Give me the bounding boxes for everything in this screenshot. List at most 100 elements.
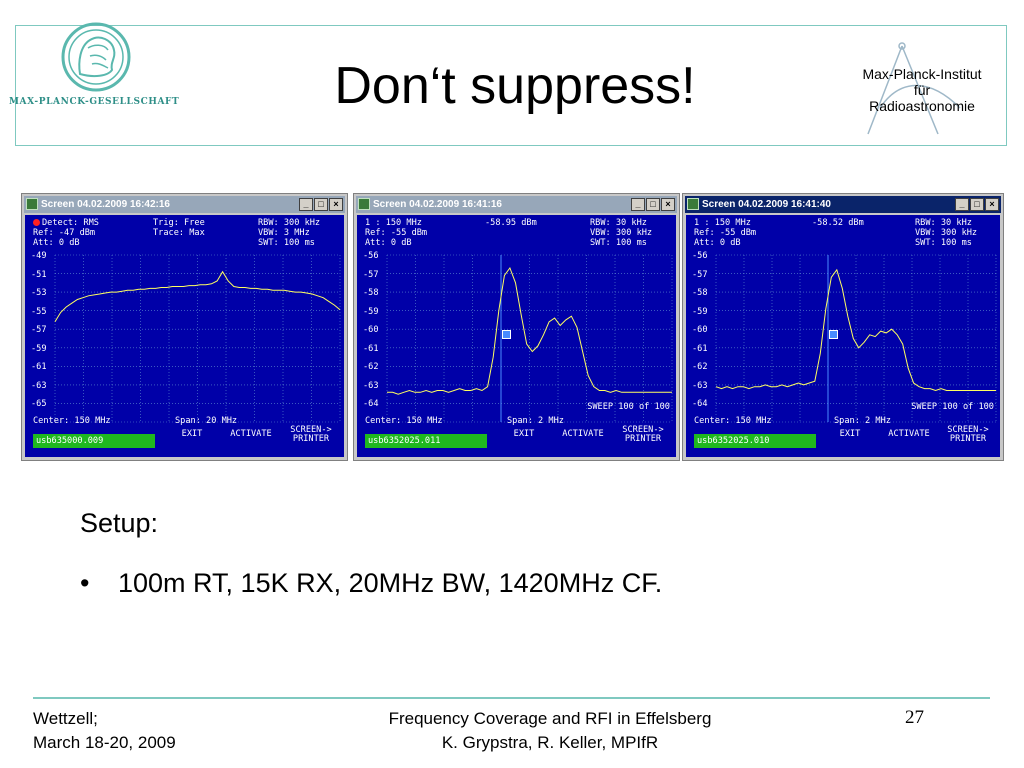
spectrum-trace	[54, 270, 341, 323]
readout-r2-c0: Att: 0 dB	[33, 238, 80, 248]
filename-field[interactable]: usb6352025.011	[365, 434, 487, 448]
footer-authors: K. Grypstra, R. Keller, MPIfR	[441, 733, 659, 752]
readout-text: -58.95 dBm	[485, 218, 537, 228]
filename-field[interactable]: usb6352025.010	[694, 434, 816, 448]
spectrum-display: 1 : 150 MHz -58.52 dBm RBW: 30 kHz Ref: -55…	[686, 215, 1000, 457]
readout-text: 1 : 150 MHz	[694, 218, 751, 228]
mpifr-line-3: Radioastronomie	[869, 98, 975, 114]
readout-r2-c2: SWT: 100 ms	[915, 238, 972, 248]
readout-text: RBW: 30 kHz	[590, 218, 647, 228]
footer-location-line-1: Wettzell;	[33, 709, 98, 728]
app-icon	[26, 198, 38, 210]
readout-text: 1 : 150 MHz	[365, 218, 422, 228]
readout-r1-c1: Trace: Max	[153, 228, 205, 238]
spectrum-plot	[715, 254, 997, 423]
header-box	[15, 25, 1007, 146]
y-tick-label: -63	[692, 380, 708, 391]
analyzer-screen-3: Screen 04.02.2009 16:41:40 _ □ × 1 : 150 MHz…	[682, 193, 1004, 461]
readout-r0-c2: RBW: 30 kHz	[915, 218, 972, 228]
y-tick-label: -59	[31, 343, 47, 354]
mpifr-line-2: für	[913, 82, 931, 98]
exit-button[interactable]: EXIT	[181, 429, 203, 439]
readout-text: Ref: -55 dBm	[365, 228, 428, 238]
readout-r2-c2: SWT: 100 ms	[590, 238, 647, 248]
spectrum-plot	[54, 254, 341, 423]
slide-title: Don‘t suppress!	[334, 57, 696, 115]
y-tick-label: -59	[692, 306, 708, 317]
footer-divider	[33, 697, 990, 699]
window-titlebar[interactable]: Screen 04.02.2009 16:41:16 _ □ ×	[356, 196, 677, 213]
readout-r0-c0: 1 : 150 MHz	[694, 218, 751, 228]
spectrum-display: Detect: RMS Trig: Free RBW: 300 kHz Ref: -4…	[25, 215, 344, 457]
footer-location: Wettzell; March 18-20, 2009	[33, 707, 176, 755]
analyzer-screen-2: Screen 04.02.2009 16:41:16 _ □ × 1 : 150 MHz…	[353, 193, 680, 461]
activate-button[interactable]: ACTIVATE	[888, 429, 930, 439]
readout-r2-c2: SWT: 100 ms	[258, 238, 315, 248]
footer-talk-info: Frequency Coverage and RFI in Effelsberg…	[330, 707, 770, 755]
screen-printer-button[interactable]: SCREEN-> PRINTER	[947, 425, 989, 444]
exit-button[interactable]: EXIT	[513, 429, 535, 439]
filename-field[interactable]: usb635000.009	[33, 434, 155, 448]
mpifr-antenna-logo-icon	[867, 42, 961, 135]
minimize-icon[interactable]: _	[631, 198, 645, 211]
y-tick-label: -49	[31, 251, 47, 261]
readout-text: VBW: 300 kHz	[590, 228, 653, 238]
screen-printer-button[interactable]: SCREEN-> PRINTER	[290, 425, 332, 444]
close-icon[interactable]: ×	[985, 198, 999, 211]
readout-r0-c1: Trig: Free	[153, 218, 205, 228]
sweep-counter: SWEEP 100 of 100	[911, 402, 994, 412]
readout-r1-c0: Ref: -47 dBm	[33, 228, 95, 238]
maximize-icon[interactable]: □	[646, 198, 660, 211]
spectrum-display: 1 : 150 MHz -58.95 dBm RBW: 30 kHz Ref: -55…	[357, 215, 676, 457]
activate-button[interactable]: ACTIVATE	[230, 429, 272, 439]
y-tick-label: -60	[363, 325, 379, 336]
minimize-icon[interactable]: _	[955, 198, 969, 211]
analyzer-screen-1: Screen 04.02.2009 16:42:16 _ □ × Detect: RMS…	[21, 193, 348, 461]
y-tick-label: -61	[363, 343, 379, 354]
readout-text: Trace: Max	[153, 228, 205, 238]
minerva-logo-icon	[61, 22, 131, 92]
readout-r0-c1: -58.52 dBm	[812, 218, 864, 228]
y-tick-label: -53	[31, 288, 47, 299]
readout-text: Att: 0 dB	[33, 238, 80, 248]
setup-label: Setup:	[80, 508, 159, 538]
window-titlebar[interactable]: Screen 04.02.2009 16:41:40 _ □ ×	[685, 196, 1001, 213]
readout-text: SWT: 100 ms	[915, 238, 972, 248]
y-tick-label: -60	[692, 325, 708, 336]
minimize-icon[interactable]: _	[299, 198, 313, 211]
y-tick-label: -64	[692, 399, 708, 410]
readout-r0-c2: RBW: 30 kHz	[590, 218, 647, 228]
readout-r2-c0: Att: 0 dB	[365, 238, 412, 248]
readout-r1-c2: VBW: 300 kHz	[915, 228, 977, 238]
y-tick-label: -62	[363, 362, 379, 373]
y-tick-label: -57	[692, 269, 708, 280]
readout-text: VBW: 3 MHz	[258, 228, 310, 238]
window-titlebar[interactable]: Screen 04.02.2009 16:42:16 _ □ ×	[24, 196, 345, 213]
exit-button[interactable]: EXIT	[839, 429, 861, 439]
close-icon[interactable]: ×	[329, 198, 343, 211]
app-icon	[358, 198, 370, 210]
maximize-icon[interactable]: □	[314, 198, 328, 211]
span-frequency: Span: 2 MHz	[507, 416, 564, 426]
maximize-icon[interactable]: □	[970, 198, 984, 211]
readout-r0-c1: -58.95 dBm	[485, 218, 537, 228]
y-tick-label: -55	[31, 306, 47, 317]
center-frequency: Center: 150 MHz	[365, 416, 443, 426]
y-tick-label: -58	[363, 288, 379, 299]
screen-printer-button[interactable]: SCREEN-> PRINTER	[622, 425, 664, 444]
activate-button[interactable]: ACTIVATE	[562, 429, 604, 439]
spectrum-trace	[715, 268, 996, 392]
bullet-text: 100m RT, 15K RX, 20MHz BW, 1420MHz CF.	[118, 568, 663, 598]
marker-flag-icon	[829, 330, 838, 340]
window-title: Screen 04.02.2009 16:42:16	[41, 199, 170, 210]
readout-text: -58.52 dBm	[812, 218, 864, 228]
center-frequency: Center: 150 MHz	[694, 416, 772, 426]
readout-text: Att: 0 dB	[694, 238, 741, 248]
close-icon[interactable]: ×	[661, 198, 675, 211]
y-tick-label: -63	[363, 380, 379, 391]
marker-flag-icon	[502, 330, 511, 340]
mpifr-wordmark: Max-Planck-Institut für Radioastronomie	[842, 66, 1002, 114]
y-tick-label: -63	[31, 380, 47, 391]
app-icon	[687, 198, 699, 210]
y-tick-label: -57	[31, 325, 47, 336]
